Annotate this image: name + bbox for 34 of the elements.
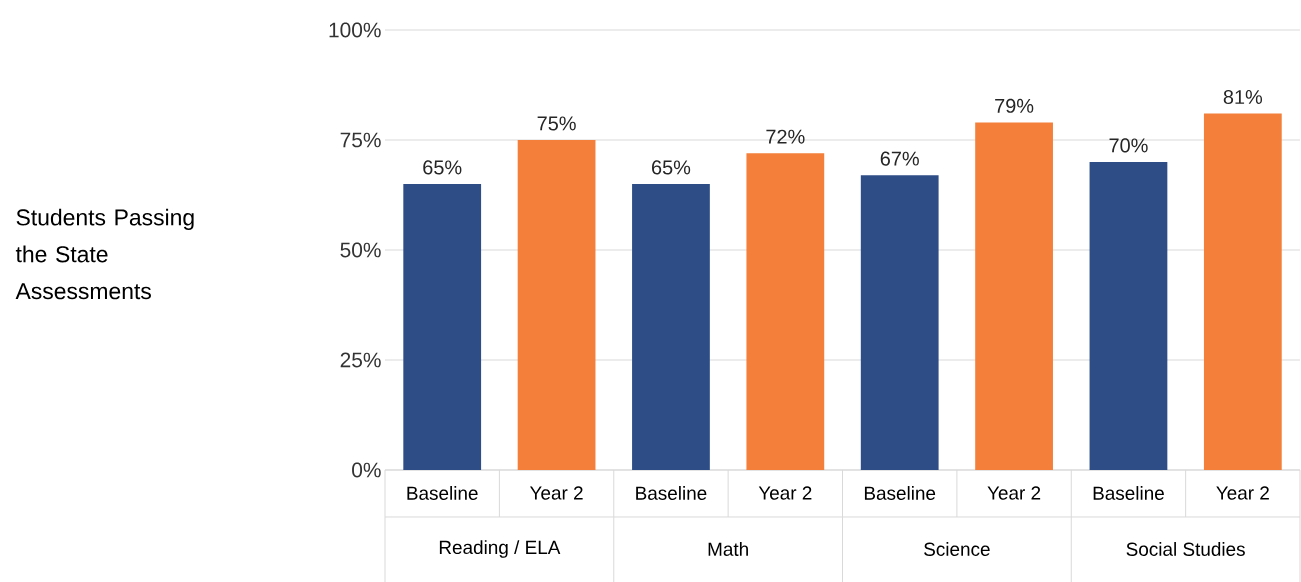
- bar: [1089, 161, 1168, 470]
- data-label: 75%: [537, 116, 576, 131]
- text: Baseline: [864, 486, 936, 500]
- data-label: 72%: [766, 129, 805, 144]
- text: Baseline: [636, 486, 707, 500]
- series-label: Baseline: [407, 486, 478, 500]
- data-label: 65%: [423, 160, 462, 175]
- x-tick-label: Science: [924, 542, 990, 556]
- bar: [860, 175, 939, 470]
- bar: [746, 153, 825, 470]
- data-label: 65%: [652, 160, 691, 175]
- data-label: 70%: [1109, 138, 1148, 153]
- bar: [632, 183, 710, 470]
- text: Students Passing the State Assessments: [15, 208, 194, 300]
- bar: [517, 139, 596, 470]
- y-tick-label: 0%: [352, 462, 381, 478]
- bar: [403, 183, 482, 470]
- data-label: 81%: [1223, 89, 1263, 105]
- text: Year 2: [758, 486, 812, 500]
- y-tick-label: 25%: [340, 352, 381, 368]
- data-label: 79%: [995, 98, 1034, 113]
- data-label: 67%: [880, 151, 919, 166]
- x-tick-label: Reading / ELA: [439, 540, 561, 558]
- text: Baseline: [1093, 486, 1164, 500]
- bar: [1203, 113, 1282, 470]
- text: Year 2: [987, 486, 1041, 500]
- text: Year 2: [1216, 486, 1269, 500]
- bar: [975, 122, 1053, 470]
- series-label: Year 2: [529, 486, 583, 500]
- y-tick-label: 75%: [340, 132, 381, 148]
- y-tick-label: 50%: [340, 242, 381, 258]
- y-tick-label: 100%: [329, 22, 381, 38]
- x-tick-label: Math: [708, 542, 748, 556]
- x-tick-label: Social Studies: [1126, 542, 1245, 556]
